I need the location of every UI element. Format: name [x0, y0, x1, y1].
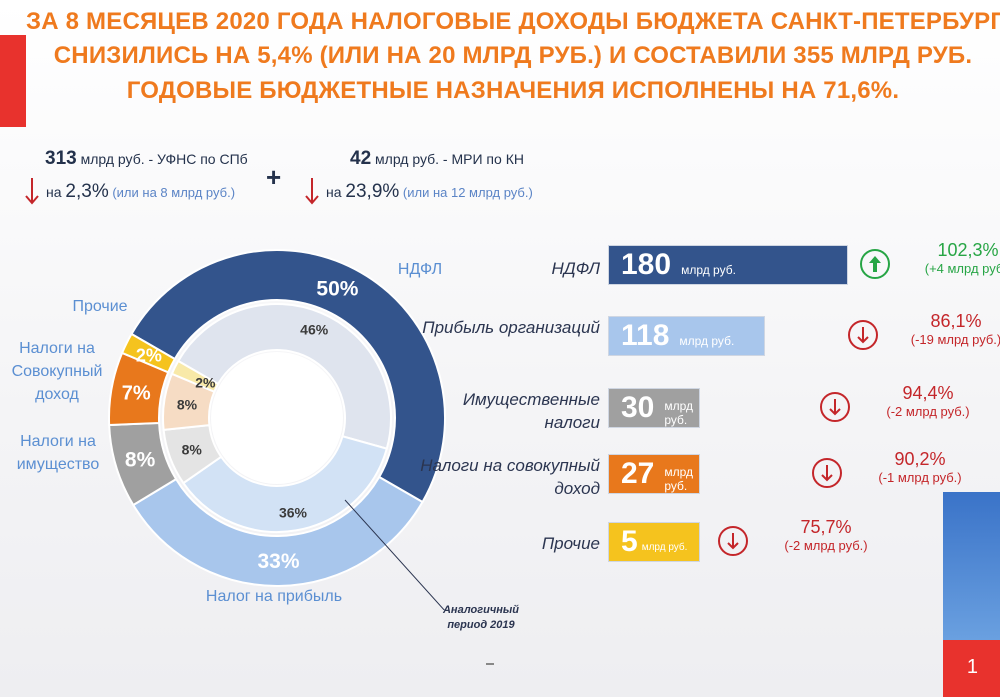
- bar-pct-imush: 94,4%: [902, 383, 954, 403]
- page-number: 1: [966, 656, 978, 678]
- inner-slice-pribyl: [181, 435, 389, 533]
- donut-hole: [211, 352, 343, 484]
- bar-value-imush: 30: [621, 391, 655, 424]
- outer-label-ndfl: 50%: [316, 277, 358, 300]
- outer-ring: [108, 249, 446, 587]
- bar-change-sovok: (-1 млрд руб.): [878, 470, 962, 485]
- label-ndfl: НДФЛ: [397, 261, 443, 278]
- bar-category-imush: Имущественные налоги: [462, 390, 600, 432]
- inner-slice-prochie: [170, 359, 220, 393]
- arrow-down-icon: [24, 176, 40, 211]
- summary-mri: 42 млрд руб. - МРИ по КН: [350, 148, 524, 170]
- bar-change-prochie: (-2 млрд руб.): [784, 538, 868, 553]
- bar-category-prochie: Прочие: [541, 534, 600, 553]
- summary-mri-note: (или на 12 млрд руб.): [399, 185, 533, 200]
- label-imush: Налоги на имущество: [16, 433, 100, 473]
- bar-unit-ndfl: млрд руб.: [681, 263, 736, 277]
- bar-prochie: 5 млрд руб.: [608, 522, 700, 562]
- summary-mri-pct: 23,9%: [345, 181, 400, 202]
- label-pribyl: Налог на прибыль: [205, 588, 343, 605]
- bar-ndfl: 180 млрд руб.: [608, 245, 848, 285]
- bar-pct-block-sovok: 90,2% (-1 млрд руб.): [850, 449, 990, 485]
- summary-ufns-amount: 313: [45, 148, 77, 169]
- bar-unit-pribyl: млрд руб.: [679, 334, 735, 348]
- summary-ufns: 313 млрд руб. - УФНС по СПб: [45, 148, 248, 170]
- label-sovok: Налоги на Совокупный доход: [11, 340, 103, 403]
- dash-mark: [486, 663, 494, 665]
- outer-slice-ndfl: [130, 249, 446, 504]
- bar-category-pribyl: Прибыль организаций: [422, 318, 600, 337]
- outer-label-imush: 8%: [125, 448, 156, 471]
- outer-slice-prochie: [120, 332, 177, 374]
- summary-ufns-change: на 2,3% (или на 8 млрд руб.): [46, 181, 235, 203]
- decor-blue-block: [943, 492, 1000, 640]
- bar-value-ndfl: 180: [621, 248, 672, 281]
- bar-change-ndfl: (+4 млрд руб.): [924, 261, 1000, 276]
- title-line-2: СНИЗИЛИСЬ НА 5,4% (ИЛИ НА 20 МЛРД РУБ.) …: [53, 42, 973, 69]
- bar-imush: 30 млрд руб.: [608, 388, 700, 428]
- bar-change-pribyl: (-19 млрд руб.): [910, 332, 1000, 347]
- summary-ufns-pct: 2,3%: [65, 181, 109, 202]
- summary-ufns-note: (или на 8 млрд руб.): [108, 185, 236, 200]
- title-line-3: ГОДОВЫЕ БЮДЖЕТНЫЕ НАЗНАЧЕНИЯ ИСПОЛНЕНЫ Н…: [126, 77, 900, 104]
- outer-label-prochie: 2%: [136, 345, 162, 365]
- inner-label-prochie: 2%: [195, 374, 216, 390]
- outer-slice-pribyl: [131, 475, 424, 587]
- bar-sovok: 27 млрд руб.: [608, 454, 700, 494]
- summary-ufns-text: млрд руб. - УФНС по СПб: [76, 151, 248, 167]
- summary-mri-prefix: на: [326, 184, 346, 200]
- note-prev-period: Аналогичный период 2019: [442, 604, 520, 631]
- summary-mri-change: на 23,9% (или на 12 млрд руб.): [326, 181, 533, 203]
- donut-value-labels: 50% 33% 8% 7% 2% 46% 36% 8% 8% 2%: [122, 277, 359, 573]
- title-accent-bar: [0, 35, 26, 127]
- bar-pct-prochie: 75,7%: [800, 517, 852, 537]
- label-prochie: Прочие: [72, 298, 128, 315]
- bar-pct-block-pribyl: 86,1% (-19 млрд руб.): [886, 311, 1000, 347]
- bar-category-ndfl: НДФЛ: [551, 259, 600, 278]
- title-line-1: ЗА 8 МЕСЯЦЕВ 2020 ГОДА НАЛОГОВЫЕ ДОХОДЫ …: [26, 8, 1000, 35]
- bar-value-prochie: 5: [621, 525, 638, 558]
- outer-label-sovok: 7%: [122, 383, 151, 405]
- arrow-up-icon: [860, 249, 890, 279]
- bar-pct-block-ndfl: 102,3%(+4 млрд руб.): [898, 240, 1000, 276]
- callout-line: [344, 499, 445, 610]
- bar-value-sovok: 27: [621, 457, 655, 490]
- arrow-down-icon: [820, 392, 850, 422]
- inner-ring: [162, 303, 392, 533]
- arrow-down-icon: [304, 176, 320, 211]
- bar-pct-block-prochie: 75,7% (-2 млрд руб.): [756, 517, 896, 553]
- bar-pct-ndfl: 102,3%: [937, 240, 999, 260]
- arrow-down-icon: [812, 458, 842, 488]
- plus-sign: +: [266, 162, 282, 192]
- inner-slice-ndfl: [176, 303, 392, 450]
- arrow-down-icon: [718, 526, 748, 556]
- bar-unit-sovok: млрд руб.: [664, 465, 694, 493]
- summary-mri-amount: 42: [350, 148, 372, 169]
- bar-pct-block-imush: 94,4% (-2 млрд руб.): [858, 383, 998, 419]
- outer-label-pribyl: 33%: [257, 550, 299, 573]
- summary-ufns-prefix: на: [46, 184, 66, 200]
- inner-label-pribyl: 36%: [279, 505, 308, 521]
- bar-unit-imush: млрд руб.: [664, 399, 694, 427]
- bar-pct-pribyl: 86,1%: [930, 311, 982, 331]
- bar-value-pribyl: 118: [621, 319, 670, 352]
- bar-change-imush: (-2 млрд руб.): [886, 404, 970, 419]
- page-number-box: 1: [943, 640, 1000, 697]
- inner-label-ndfl: 46%: [300, 322, 329, 338]
- bar-pribyl: 118 млрд руб.: [608, 316, 766, 356]
- bar-unit-prochie: млрд руб.: [641, 541, 688, 553]
- inner-label-sovok: 8%: [177, 397, 198, 413]
- bar-pct-sovok: 90,2%: [894, 449, 946, 469]
- arrow-down-icon: [848, 320, 878, 350]
- bar-category-sovok: Налоги на совокупный доход: [420, 456, 600, 498]
- summary-mri-text: млрд руб. - МРИ по КН: [371, 151, 524, 167]
- donut-chart: 50% 33% 8% 7% 2% 46% 36% 8% 8% 2%: [108, 249, 446, 610]
- inner-label-imush: 8%: [182, 442, 203, 458]
